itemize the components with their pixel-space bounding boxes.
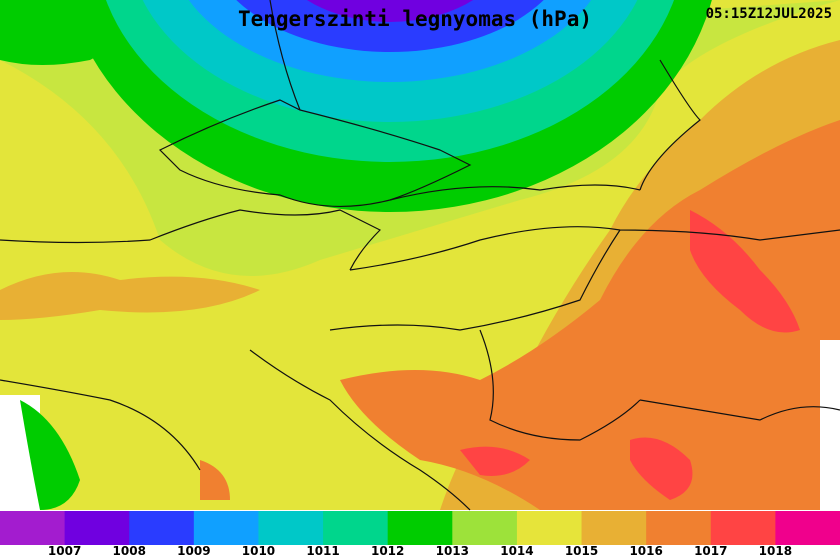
- legend-label: 1010: [242, 544, 275, 558]
- legend-label: 1018: [759, 544, 792, 558]
- legend-swatch: [452, 511, 518, 545]
- legend-label: 1007: [48, 544, 81, 558]
- legend-label: 1015: [565, 544, 598, 558]
- legend-label: 1013: [436, 544, 469, 558]
- legend-swatch: [64, 511, 130, 545]
- legend-swatch: [323, 511, 389, 545]
- legend-swatch: [516, 511, 583, 545]
- map-field: [0, 0, 840, 510]
- legend-swatch: [710, 511, 776, 545]
- legend-swatch: [129, 511, 195, 545]
- legend-swatch: [0, 511, 66, 545]
- legend-label: 1016: [629, 544, 662, 558]
- timestamp: 05:15Z12JUL2025: [706, 6, 832, 22]
- legend-label: 1008: [113, 544, 146, 558]
- legend-swatch: [387, 511, 453, 545]
- legend-label: 1009: [177, 544, 210, 558]
- legend-label: 1011: [306, 544, 339, 558]
- legend-swatch: [258, 511, 324, 545]
- legend-swatch: [646, 511, 712, 545]
- borders: [0, 0, 840, 511]
- legend-swatch: [581, 511, 647, 545]
- legend-label: 1014: [500, 544, 533, 558]
- color-legend: 1007 1008 1009 1010 1011 1012 1013 1014 1015 1016…: [0, 511, 840, 558]
- legend-swatch: [775, 511, 840, 545]
- legend-label: 1017: [694, 544, 727, 558]
- map-title: Tengerszinti legnyomas (hPa): [238, 7, 592, 31]
- legend-label: 1012: [371, 544, 404, 558]
- legend-swatch: [193, 511, 259, 545]
